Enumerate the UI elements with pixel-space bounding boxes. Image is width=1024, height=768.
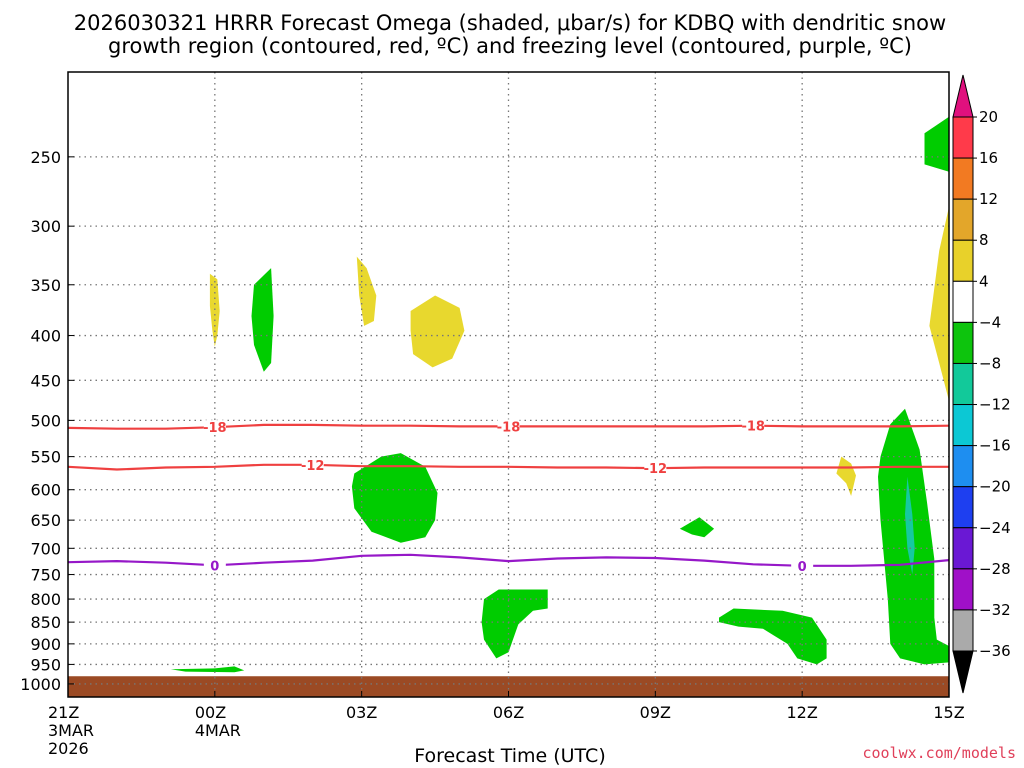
dgz-label-bg [497, 419, 520, 434]
ground-surface [68, 676, 949, 697]
freezing-label-0-1: 0 [798, 560, 807, 575]
y-tick-label-750: 750 [30, 566, 61, 585]
omega-region-0 [209, 273, 220, 347]
colorbar-swatch--4 [952, 321, 974, 364]
colorbar-swatch--28 [952, 568, 974, 611]
y-tick-label-650: 650 [30, 511, 61, 530]
colorbar-label-20: 20 [979, 108, 998, 126]
colorbar-label--4: −4 [979, 313, 1001, 331]
x-tick-label-21Z: 21Z [48, 703, 79, 722]
y-tick-label-900: 900 [30, 635, 61, 654]
y-tick-label-400: 400 [30, 327, 61, 346]
colorbar-label-4: 4 [979, 272, 989, 290]
contour-labels: -18 -18 -18 -12 -12 0 0 [203, 418, 814, 575]
colorbar-label--8: −8 [979, 354, 1001, 372]
dgz-contour-1 [68, 463, 949, 471]
omega-region-9 [719, 608, 827, 665]
y-tick-label-500: 500 [30, 411, 61, 430]
y-axis-ticks: 250 300 350 400 450 500 550 600 650 700 750 800 850 9… [20, 148, 74, 694]
colorbar-label--32: −32 [979, 601, 1011, 619]
colorbar-swatch--16 [952, 445, 974, 488]
colorbar-swatch-8 [952, 239, 974, 282]
dgz-label-bg [301, 457, 324, 472]
y-tick-label-800: 800 [30, 590, 61, 609]
y-tick-label-350: 350 [30, 276, 61, 295]
freezing-label-bg [203, 558, 226, 573]
colorbar-swatch--24 [952, 527, 974, 570]
colorbar-swatch-16 [952, 157, 974, 200]
x-tick-label-00Z: 00Z [195, 703, 226, 722]
omega-region-4 [929, 206, 949, 401]
colorbar-label--24: −24 [979, 519, 1011, 537]
omega-region-1 [356, 256, 377, 326]
dgz-label-bg [203, 420, 226, 435]
y-tick-label-550: 550 [30, 448, 61, 467]
omega-region-5 [251, 268, 274, 372]
dgz-label-0-0: -18 [203, 421, 227, 436]
chart-title-line2: growth region (contoured, red, ºC) and f… [108, 34, 912, 58]
y-tick-label-300: 300 [30, 217, 61, 236]
dgz-label-0-1: -18 [497, 420, 521, 435]
colorbar-swatch--12 [952, 404, 974, 447]
colorbar-label-8: 8 [979, 231, 989, 249]
omega-region-6 [351, 453, 438, 543]
omega-region-7 [481, 589, 548, 659]
colorbar-label-16: 16 [979, 149, 998, 167]
colorbar-swatch--8 [952, 362, 974, 406]
y-tick-label-700: 700 [30, 539, 61, 558]
colorbar-swatch--32 [952, 609, 974, 652]
x-tick-sublabel-year: 2026 [48, 739, 89, 758]
dgz-label-1-0: -12 [301, 459, 325, 474]
dgz-label-bg [742, 418, 765, 433]
freezing-label-0-0: 0 [210, 559, 219, 574]
dgz-label-bg [644, 461, 667, 476]
colorbar-swatch-12 [952, 198, 974, 241]
dgz-label-0-2: -18 [741, 420, 765, 435]
dgz-label-1-1: -12 [644, 462, 668, 477]
omega-region-2 [410, 295, 465, 368]
y-tick-label-600: 600 [30, 481, 61, 500]
colorbar-bottom-arrow [952, 650, 974, 694]
x-tick-sublabel-date: 3MAR [48, 721, 94, 740]
colorbar-label--36: −36 [979, 642, 1011, 660]
omega-region-8 [679, 517, 715, 538]
x-tick-label-03Z: 03Z [346, 703, 377, 722]
colorbar-swatch--20 [952, 486, 974, 529]
credit-text: coolwx.com/models [862, 744, 1016, 762]
colorbar-swatch-20 [952, 116, 974, 159]
freezing-label-bg [791, 558, 814, 573]
omega-region-12 [924, 116, 949, 172]
ground-layer [68, 676, 949, 697]
x-tick-label-12Z: 12Z [787, 703, 818, 722]
omega-region-11 [170, 666, 245, 673]
x-axis-label: Forecast Time (UTC) [414, 745, 605, 767]
colorbar-label-12: 12 [979, 190, 998, 208]
colorbar-top-arrow [952, 74, 974, 118]
colorbar-label--28: −28 [979, 560, 1011, 578]
x-tick-label-09Z: 09Z [640, 703, 671, 722]
chart-title-line1: 2026030321 HRRR Forecast Omega (shaded, … [74, 11, 946, 35]
y-tick-label-1000: 1000 [20, 675, 61, 694]
omega-shaded-regions [170, 116, 949, 673]
colorbar-swatch-4 [952, 280, 974, 323]
colorbar-label--12: −12 [979, 396, 1011, 414]
omega-region-13 [905, 476, 915, 575]
y-tick-label-250: 250 [30, 148, 61, 167]
colorbar-label--20: −20 [979, 478, 1011, 496]
x-tick-label-15Z: 15Z [933, 703, 964, 722]
y-tick-label-450: 450 [30, 371, 61, 390]
colorbar: 20 16 12 8 4 −4 −8 −12 −16 −20 −24 −28 −32 −36 [952, 74, 1011, 694]
x-tick-label-06Z: 06Z [493, 703, 524, 722]
x-tick-sublabel-date: 4MAR [195, 721, 241, 740]
y-tick-label-850: 850 [30, 613, 61, 632]
y-tick-label-950: 950 [30, 655, 61, 674]
colorbar-label--16: −16 [979, 437, 1011, 455]
